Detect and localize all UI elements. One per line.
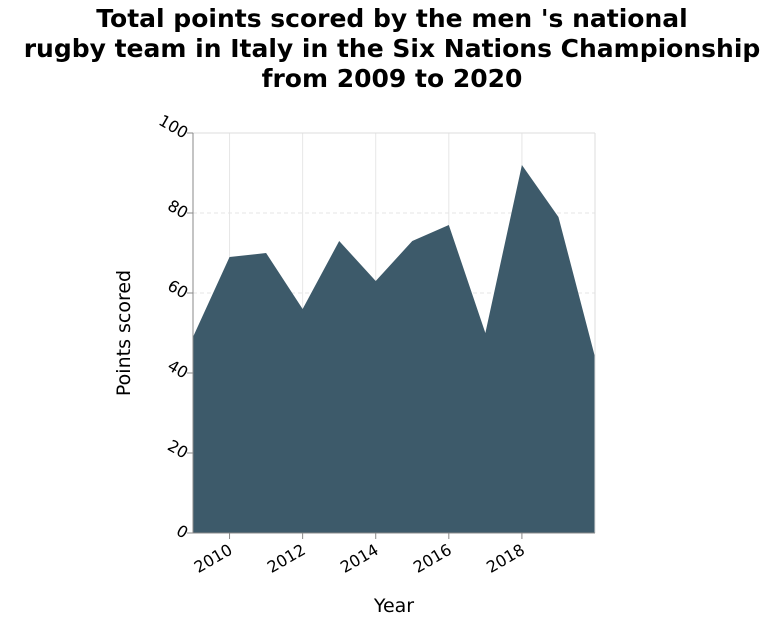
y-tick-label-4: 80 xyxy=(164,196,191,223)
x-tick-label-4: 2018 xyxy=(483,540,528,577)
y-tick-label-1: 20 xyxy=(164,436,191,463)
y-axis-title: Points scored xyxy=(113,270,135,396)
y-tick-label-0: 0 xyxy=(173,521,191,543)
y-axis: 0 20 40 60 80 100 xyxy=(156,111,193,543)
x-axis: 2010 2012 2014 2016 2018 xyxy=(191,533,528,577)
x-axis-title: Year xyxy=(373,595,414,617)
x-tick-label-3: 2016 xyxy=(410,540,455,577)
y-tick-label-3: 60 xyxy=(164,276,191,303)
x-tick-label-0: 2010 xyxy=(191,540,236,577)
area-series xyxy=(193,165,595,533)
y-tick-label-5: 100 xyxy=(156,111,192,143)
x-tick-label-2: 2014 xyxy=(337,540,382,577)
x-tick-label-1: 2012 xyxy=(264,540,309,577)
y-tick-label-2: 40 xyxy=(164,356,191,383)
